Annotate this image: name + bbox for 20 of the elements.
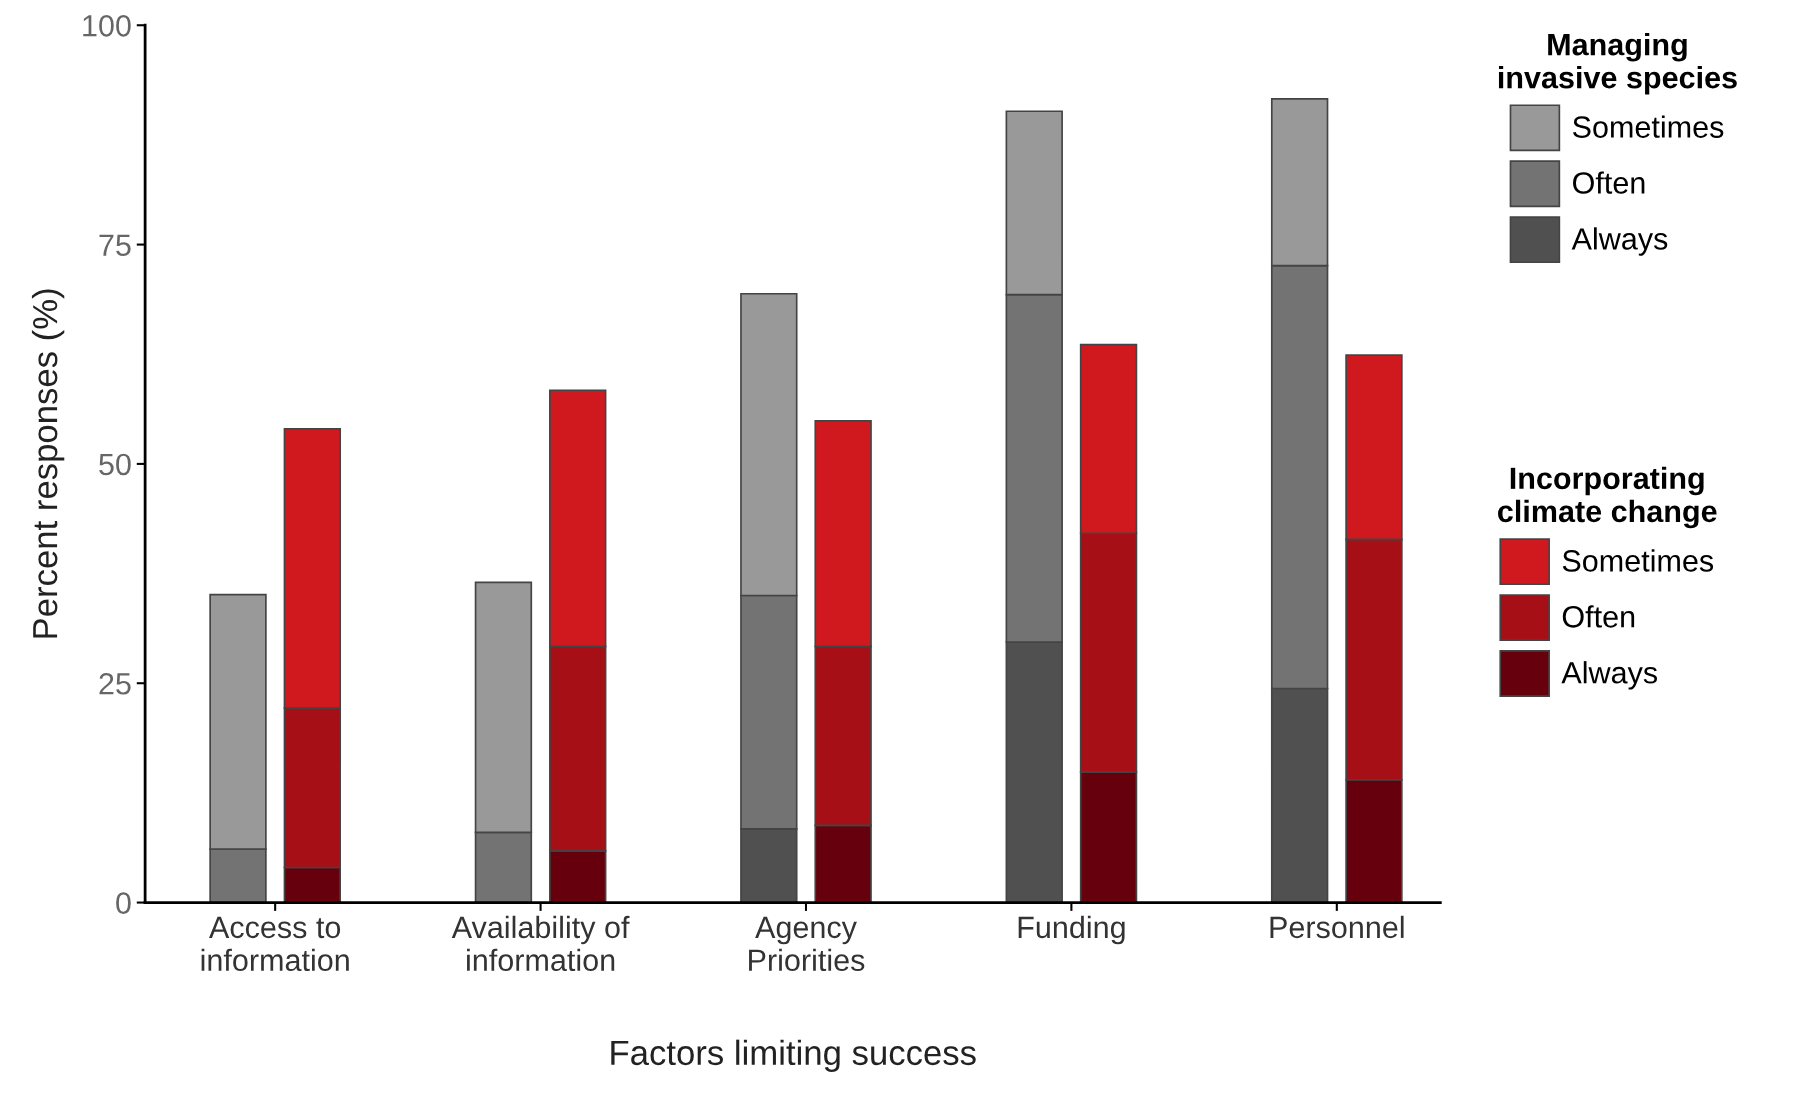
x-tick-label: Access to information (201, 916, 349, 972)
x-axis-title: Factors limiting success (611, 1039, 976, 1073)
y-tick-label: 75 (99, 234, 131, 256)
legend-label: Sometimes (1562, 549, 1714, 572)
y-axis-title: Percent responses (%) (31, 289, 65, 638)
x-tick-label: Funding (1018, 915, 1125, 945)
y-tick-label: 0 (116, 892, 131, 914)
legend-label: Often (1562, 605, 1635, 628)
x-tick-label: Personnel (1270, 915, 1404, 939)
legend-label: Sometimes (1572, 115, 1724, 138)
y-tick-label: 25 (99, 672, 131, 695)
y-tick-label: 100 (83, 14, 131, 37)
legend-label: Always (1571, 227, 1668, 256)
x-tick-label: Agency Priorities (749, 916, 865, 972)
x-tick-label: Availability of information (451, 915, 630, 972)
legend-label: Always (1561, 661, 1658, 690)
text: Incorporating climate change (1498, 466, 1717, 529)
legend-label: Often (1573, 171, 1645, 194)
text: Managing invasive species (1498, 32, 1737, 95)
y-tick-label: 50 (99, 453, 131, 476)
